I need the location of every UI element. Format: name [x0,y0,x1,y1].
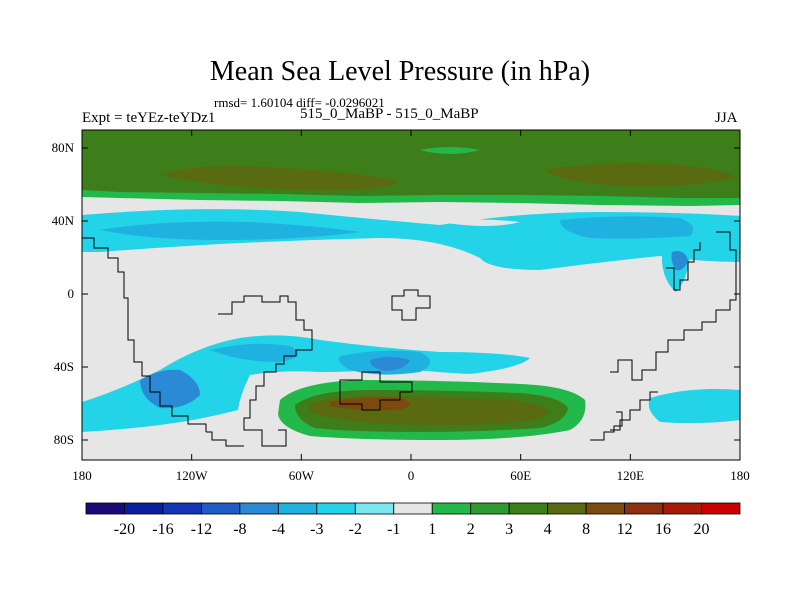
pacific-blue-core [671,251,688,271]
africa-outline [391,289,431,321]
x-tick-label: 60E [510,468,531,483]
south-dark-core-central [370,357,410,371]
colorbar-swatch [470,502,510,515]
x-tick-label: 180 [72,468,92,483]
colorbar-swatch [508,502,549,515]
colorbar-label: -3 [310,521,323,538]
colorbar-label: 20 [694,521,710,538]
colorbar-swatch [162,502,202,515]
colorbar-swatch [662,502,702,515]
colorbar-swatch [239,502,279,515]
x-axis: 180 120W 60W 0 60E 120E 180 [72,130,750,483]
y-tick-label: 80S [54,432,74,447]
period-label: 515_0_MaBP - 515_0_MaBP [300,106,479,122]
south-blue-core-mid-west [210,343,298,362]
asia-pacific-outline [666,242,701,291]
stats-label: rmsd= 1.60104 diff= -0.0296021 [214,95,385,110]
southwest-fragment-outline [206,431,244,447]
arctic-small-green-patch [420,147,480,154]
western-pacific-outline [82,237,207,432]
colorbar-label: 8 [582,521,590,538]
x-tick-label: 120W [176,468,209,483]
australia-outline [610,231,737,381]
colorbar-label: -12 [191,521,212,538]
x-tick-label: 120E [617,468,645,483]
colorbar-label: 16 [655,521,671,538]
y-axis: 80N 40N 0 40S 80S [52,140,740,447]
colorbar-label: -20 [114,521,135,538]
colorbar-swatch [701,502,741,515]
colorbar: -20 -16 -12 -8 -4 -3 -2 -1 1 2 3 4 8 12 16 20 [85,502,741,538]
colorbar-swatch [393,502,433,515]
colorbar-swatch [585,502,625,515]
x-tick-label: 180 [730,468,750,483]
colorbar-label: -16 [152,521,173,538]
south-positive-brown-core [330,397,410,411]
contour-map [82,130,740,460]
southern-africa-outline [339,371,413,411]
continent-outlines [82,231,737,447]
colorbar-label: -2 [349,521,362,538]
south-blue-core-west [140,369,200,409]
colorbar-label: -8 [233,521,246,538]
colorbar-swatch [85,502,125,515]
experiment-label: Expt = teYEz-teYDz1 [82,110,216,126]
arctic-brown-patch-east [545,163,738,187]
colorbar-swatch [201,502,241,515]
east-coast-blue-patch [712,215,740,241]
colorbar-label: 1 [428,521,436,538]
north-blue-core-east [560,216,694,239]
colorbar-label: 2 [467,521,475,538]
colorbar-label: 4 [544,521,552,538]
season-label: JJA [715,110,738,126]
colorbar-label: 12 [617,521,633,538]
y-tick-label: 80N [52,140,75,155]
north-blue-core-west [100,221,360,240]
antarctic-outline [590,411,623,441]
south-america-outline [218,295,313,447]
colorbar-swatch [316,502,356,515]
colorbar-swatch [277,502,318,515]
colorbar-swatch [354,502,395,515]
colorbar-swatch [124,502,164,515]
southeast-blue-patch [648,389,740,424]
x-tick-label: 60W [289,468,315,483]
page-title: Mean Sea Level Pressure (in hPa) [209,56,591,87]
y-tick-label: 0 [68,286,75,301]
south-east-outline [610,391,658,431]
y-tick-label: 40N [52,213,75,228]
colorbar-label: -1 [387,521,400,538]
colorbar-swatch [547,502,587,515]
colorbar-label: -4 [272,521,285,538]
north-light-patch-mid [440,219,520,226]
arctic-brown-patch-west [160,166,400,191]
colorbar-swatch [624,502,664,515]
x-tick-label: 0 [408,468,415,483]
colorbar-label: 3 [505,521,513,538]
y-tick-label: 40S [54,359,74,374]
colorbar-swatch [431,502,472,515]
